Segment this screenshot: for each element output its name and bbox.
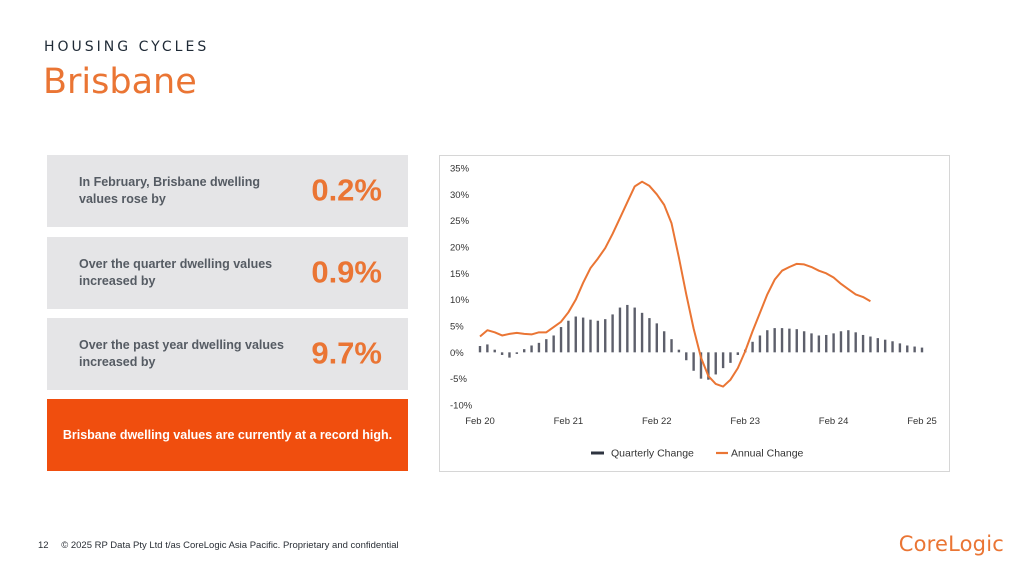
quarterly-change-bar: [581, 317, 585, 353]
x-tick-label: Feb 23: [730, 416, 760, 427]
quarterly-change-bar: [545, 339, 548, 353]
quarterly-change-bar: [670, 339, 673, 353]
quarterly-change-bar: [611, 314, 614, 353]
quarterly-change-bar: [618, 307, 622, 353]
quarterly-change-bar: [876, 338, 879, 353]
stat-text-month: In February, Brisbane dwelling values ro…: [79, 175, 261, 206]
quarterly-change-bar: [486, 344, 489, 353]
quarterly-change-bar: [604, 319, 607, 353]
quarterly-change-bar: [869, 336, 872, 353]
quarterly-change-bar: [692, 352, 695, 371]
stat-value-quarter: 0.9%: [311, 254, 382, 290]
x-tick-label: Feb 20: [465, 416, 495, 427]
stat-value-year: 9.7%: [311, 335, 382, 371]
quarterly-change-bar: [854, 332, 857, 353]
quarterly-change-bar: [699, 352, 703, 379]
quarterly-change-bar: [802, 331, 806, 353]
copyright-text: © 2025 RP Data Pty Ltd t/as CoreLogic As…: [61, 540, 399, 551]
quarterly-change-bar: [795, 329, 798, 353]
y-tick-label: 35%: [450, 164, 470, 175]
quarterly-change-bar: [773, 328, 776, 353]
quarterly-change-bar: [883, 339, 887, 353]
chart-svg: 35% 30% 25% 20% 15% 10% 5% 0% -5% -10% Feb 20 Feb 2…: [450, 164, 937, 460]
x-tick-label: Feb 22: [642, 416, 672, 427]
quarterly-change-bar: [640, 312, 644, 353]
quarterly-change-bar: [530, 345, 533, 353]
quarterly-change-bar: [825, 334, 828, 353]
quarterly-change-bar: [537, 342, 541, 353]
quarterly-change-bar: [788, 328, 791, 353]
quarterly-change-bar: [493, 349, 496, 353]
quarterly-change-bar: [596, 320, 600, 353]
quarterly-change-bar: [913, 346, 916, 353]
quarterly-change-bar: [751, 341, 754, 353]
quarterly-change-bar: [839, 331, 843, 353]
page-number: 12: [38, 540, 49, 551]
quarterly-change-bar: [567, 320, 570, 353]
quarterly-change-bar: [766, 330, 769, 353]
annual-change-line: [479, 180, 871, 388]
stat-card-quarter: Over the quarter dwelling values increas…: [47, 237, 408, 309]
quarterly-change-bar: [906, 345, 909, 353]
quarterly-change-bar: [655, 323, 658, 353]
quarterly-change-bar: [552, 335, 555, 353]
corelogic-logo: CoreLogic: [898, 532, 1004, 556]
quarterly-change-bar: [648, 318, 651, 353]
quarterly-change-bar: [891, 341, 894, 353]
stat-value-month: 0.2%: [311, 172, 382, 208]
stat-text-quarter: Over the quarter dwelling values increas…: [79, 257, 273, 288]
housing-cycle-chart: 35% 30% 25% 20% 15% 10% 5% 0% -5% -10% Feb 20 Feb 2…: [439, 155, 950, 472]
quarterly-change-bar: [898, 343, 902, 353]
y-tick-label: 20%: [450, 243, 470, 254]
stat-card-year: Over the past year dwelling values incre…: [47, 318, 408, 390]
quarterly-change-bar: [677, 349, 681, 353]
y-tick-label: 10%: [450, 295, 470, 306]
quarterly-change-bar: [714, 352, 717, 375]
legend-annual-label: Annual Change: [731, 448, 804, 460]
quarterly-change-bar: [758, 335, 762, 353]
quarterly-change-bar: [847, 330, 850, 353]
x-tick-label: Feb 25: [907, 416, 937, 427]
quarterly-change-bar: [559, 327, 563, 353]
quarterly-change-bar: [736, 352, 740, 355]
quarterly-change-bar: [832, 333, 835, 353]
y-tick-label: 15%: [450, 269, 470, 280]
quarterly-change-bar: [780, 328, 784, 353]
section-kicker: HOUSING CYCLES: [44, 39, 210, 55]
y-tick-label: 25%: [450, 216, 470, 227]
quarterly-change-bar: [662, 331, 666, 353]
quarterly-change-bar: [589, 319, 592, 353]
page-title: Brisbane: [43, 62, 197, 102]
legend-quarterly-label: Quarterly Change: [611, 448, 694, 460]
quarterly-change-bar: [920, 347, 924, 353]
quarterly-change-bar: [523, 349, 526, 353]
quarterly-change-bar: [626, 304, 629, 353]
y-tick-label: 5%: [450, 322, 464, 333]
quarterly-change-bar: [500, 352, 504, 355]
stat-text-year: Over the past year dwelling values incre…: [79, 338, 284, 369]
quarterly-change-bar: [721, 352, 725, 369]
quarterly-change-bar: [633, 307, 636, 353]
y-tick-label: 30%: [450, 190, 470, 201]
quarterly-change-bar: [817, 335, 821, 353]
stat-card-month: In February, Brisbane dwelling values ro…: [47, 155, 408, 227]
x-tick-label: Feb 24: [819, 416, 849, 427]
y-tick-label: -5%: [450, 374, 467, 385]
quarterly-change-bar: [861, 334, 865, 353]
quarterly-change-bar: [729, 352, 732, 363]
legend-quarterly-swatch: [591, 451, 604, 455]
quarterly-change-bar: [478, 346, 482, 353]
quarterly-change-bar: [810, 333, 813, 353]
y-tick-label: 0%: [450, 348, 464, 359]
record-high-banner: Brisbane dwelling values are currently a…: [47, 399, 408, 471]
quarterly-change-bar: [515, 352, 519, 354]
quarterly-change-bar: [508, 352, 511, 358]
x-tick-label: Feb 21: [554, 416, 584, 427]
quarterly-change-bar: [574, 316, 577, 353]
quarterly-change-bar: [707, 352, 710, 380]
y-tick-label: -10%: [450, 401, 473, 412]
quarterly-change-bar: [685, 352, 688, 361]
footer: 12 © 2025 RP Data Pty Ltd t/as CoreLogic…: [38, 540, 399, 551]
